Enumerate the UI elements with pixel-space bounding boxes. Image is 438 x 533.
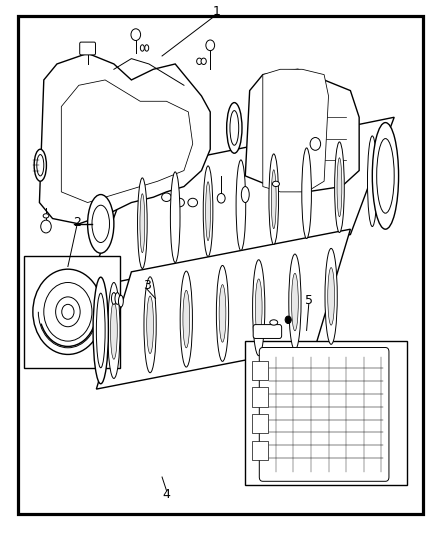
Ellipse shape — [37, 155, 44, 176]
FancyBboxPatch shape — [253, 325, 282, 338]
Ellipse shape — [170, 172, 180, 263]
Ellipse shape — [183, 290, 190, 348]
Text: 5: 5 — [305, 294, 313, 306]
Ellipse shape — [335, 142, 344, 232]
Circle shape — [201, 58, 206, 64]
Ellipse shape — [188, 198, 198, 207]
Text: 3: 3 — [143, 279, 151, 292]
Ellipse shape — [219, 285, 226, 342]
Ellipse shape — [34, 149, 46, 181]
Bar — [252, 361, 268, 380]
Polygon shape — [263, 69, 328, 192]
Ellipse shape — [108, 282, 120, 378]
FancyBboxPatch shape — [259, 348, 389, 481]
Ellipse shape — [180, 271, 192, 367]
Ellipse shape — [216, 265, 229, 361]
Bar — [252, 414, 268, 433]
Ellipse shape — [96, 293, 105, 368]
Text: 4: 4 — [162, 488, 170, 501]
Polygon shape — [39, 53, 210, 224]
Ellipse shape — [253, 260, 265, 356]
Circle shape — [33, 269, 103, 354]
Bar — [252, 441, 268, 460]
Ellipse shape — [140, 193, 145, 253]
Ellipse shape — [377, 139, 394, 213]
Ellipse shape — [269, 154, 279, 245]
Ellipse shape — [110, 302, 117, 359]
Polygon shape — [96, 229, 350, 389]
Ellipse shape — [289, 254, 301, 350]
Ellipse shape — [147, 296, 153, 353]
Circle shape — [41, 220, 51, 233]
Circle shape — [310, 138, 321, 150]
Polygon shape — [88, 117, 394, 288]
Ellipse shape — [372, 123, 399, 229]
Bar — [245, 341, 407, 485]
Polygon shape — [61, 80, 193, 203]
Ellipse shape — [206, 182, 210, 241]
Circle shape — [62, 304, 74, 319]
Circle shape — [217, 193, 225, 203]
Ellipse shape — [337, 158, 342, 217]
Ellipse shape — [236, 160, 246, 251]
Bar — [252, 387, 268, 407]
Ellipse shape — [111, 293, 117, 304]
Ellipse shape — [270, 320, 278, 325]
Ellipse shape — [162, 193, 171, 201]
Ellipse shape — [325, 248, 337, 344]
Ellipse shape — [145, 45, 149, 51]
Circle shape — [206, 40, 215, 51]
Text: 2: 2 — [73, 216, 81, 229]
Ellipse shape — [138, 178, 147, 269]
Bar — [24, 256, 120, 368]
Ellipse shape — [230, 111, 239, 146]
Circle shape — [44, 282, 92, 341]
Ellipse shape — [302, 148, 311, 239]
Circle shape — [131, 29, 141, 41]
FancyBboxPatch shape — [80, 42, 95, 55]
Ellipse shape — [88, 195, 114, 253]
Ellipse shape — [241, 187, 249, 203]
Ellipse shape — [272, 181, 279, 187]
Ellipse shape — [292, 273, 298, 331]
Ellipse shape — [43, 214, 49, 218]
Ellipse shape — [175, 198, 184, 207]
Polygon shape — [245, 69, 359, 192]
Ellipse shape — [140, 45, 144, 51]
Ellipse shape — [115, 293, 120, 304]
Ellipse shape — [367, 136, 377, 227]
Text: 1: 1 — [213, 5, 221, 18]
Ellipse shape — [93, 277, 109, 384]
Ellipse shape — [227, 102, 242, 154]
Circle shape — [56, 297, 80, 327]
Ellipse shape — [271, 169, 276, 229]
Ellipse shape — [118, 295, 124, 307]
Ellipse shape — [144, 277, 156, 373]
Circle shape — [285, 316, 291, 324]
Ellipse shape — [203, 166, 213, 256]
Ellipse shape — [92, 205, 110, 243]
Circle shape — [197, 58, 202, 64]
Ellipse shape — [328, 268, 335, 325]
Ellipse shape — [255, 279, 262, 336]
